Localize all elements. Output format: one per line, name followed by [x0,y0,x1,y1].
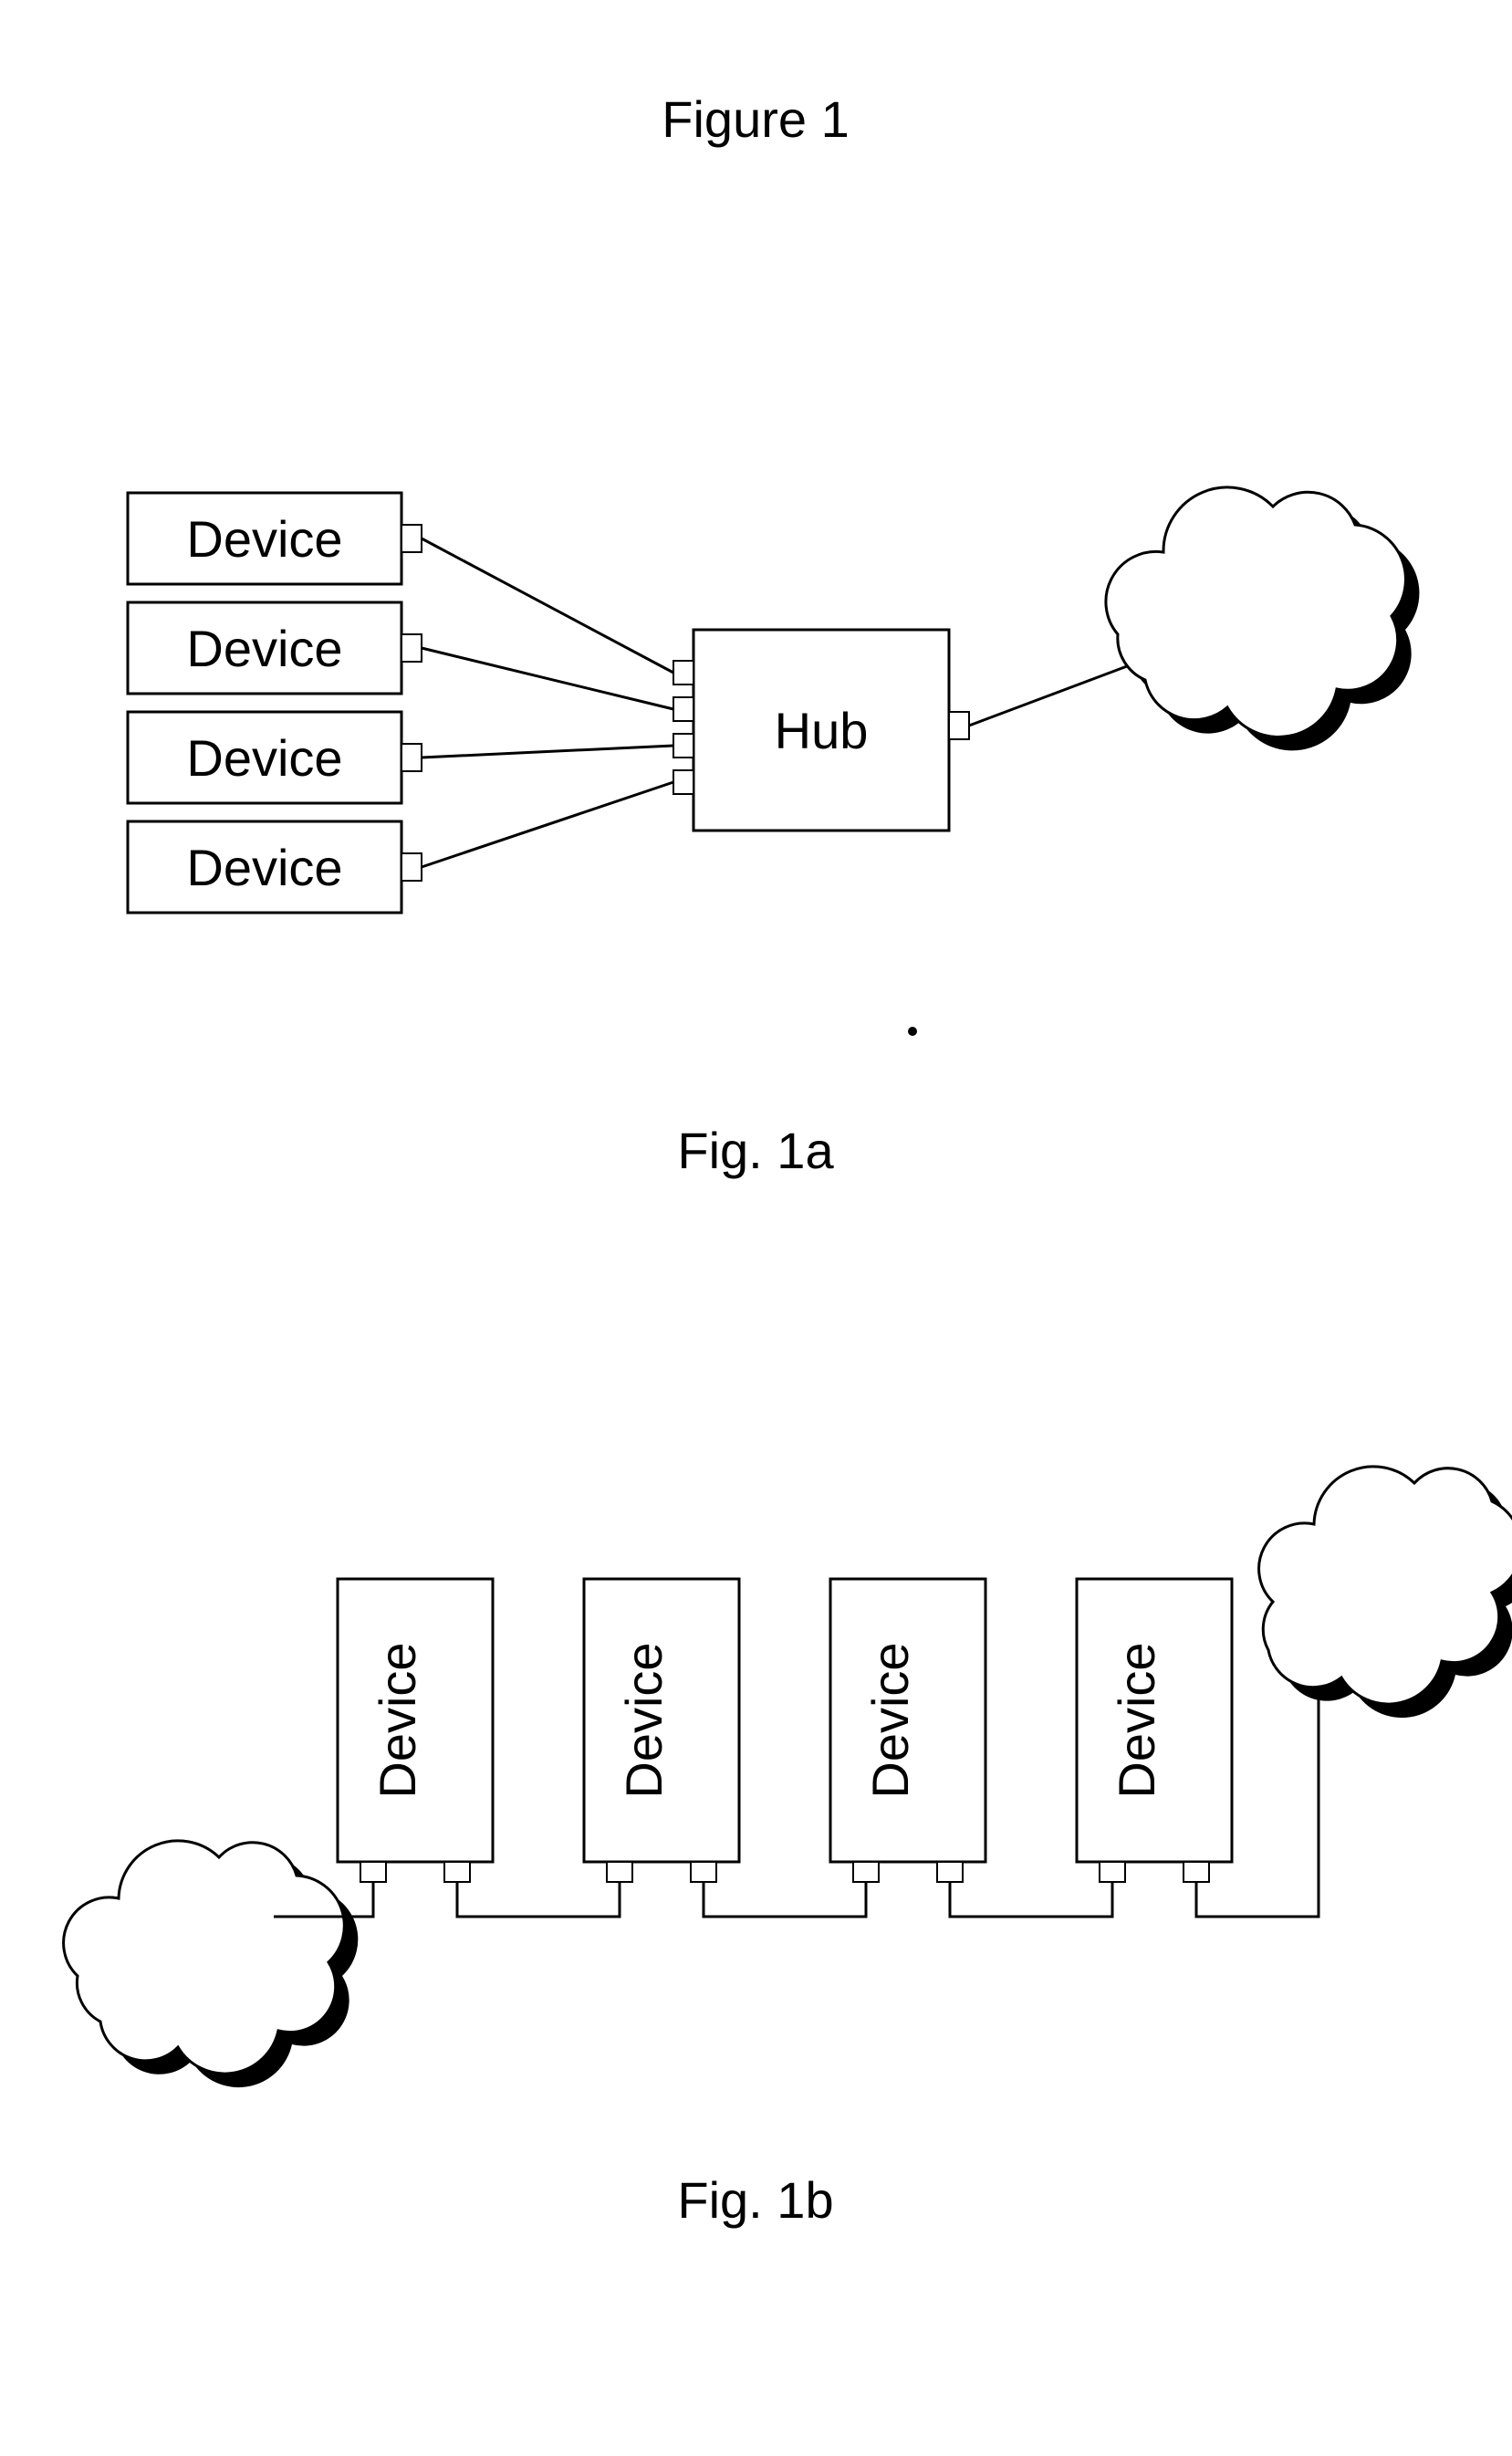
chain-device-3-label: Device [861,1642,919,1798]
chain-device-1: Device [338,1579,493,1882]
panel-1b-label: Fig. 1b [677,2171,833,2229]
chain-device-3: Device [830,1579,985,1882]
cloud-1a [1106,487,1420,750]
device-1-label: Device [186,510,342,568]
panel-1a-label: Fig. 1a [677,1122,834,1179]
edge-d3-hub [422,746,673,758]
device-1: Device [128,493,422,584]
cloud-1b-left [64,1841,359,2087]
edge-d4-hub [422,782,673,867]
panel-1b: Device Device Device Device [64,1467,1512,2229]
cloud-1b-right [1259,1467,1512,1718]
panel-1a: Device Device Device Device H [128,487,1419,1179]
dot-1a [908,1027,917,1036]
edge-b3-b4 [950,1882,1112,1917]
chain-device-1-label: Device [369,1642,426,1798]
chain-device-4-label: Device [1108,1642,1165,1798]
chain-device-2: Device [584,1579,739,1882]
hub: Hub [673,630,969,831]
device-2-label: Device [186,620,342,677]
figure-1: Figure 1 Device Device Device Device [0,0,1512,2456]
edge-b2-b3 [704,1882,866,1917]
chain-device-4: Device [1077,1579,1232,1882]
device-3-label: Device [186,729,342,787]
device-2: Device [128,602,422,694]
edge-d2-hub [422,648,673,709]
device-4-label: Device [186,839,342,896]
chain-device-2-label: Device [615,1642,673,1798]
hub-label: Hub [775,702,869,759]
edge-hub-cloud [969,666,1127,726]
edge-d1-hub [422,538,673,673]
device-3: Device [128,712,422,803]
device-4: Device [128,821,422,913]
edge-b1-b2 [457,1882,620,1917]
figure-title: Figure 1 [662,90,849,148]
